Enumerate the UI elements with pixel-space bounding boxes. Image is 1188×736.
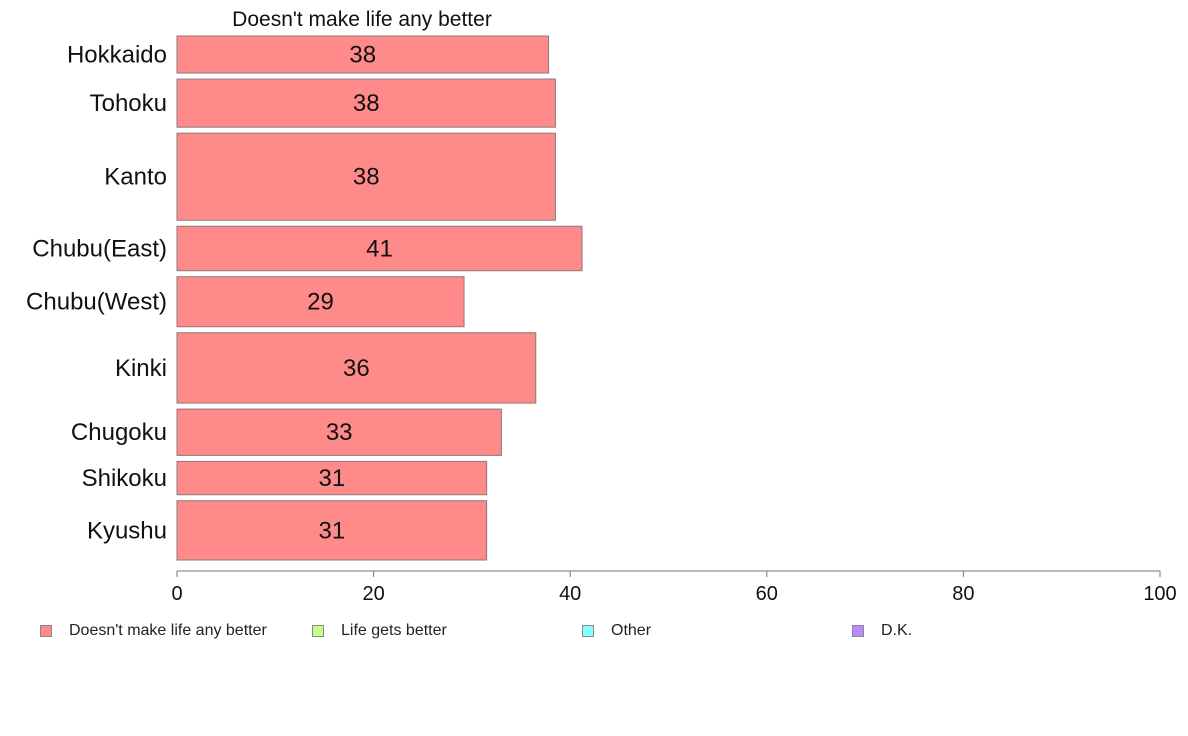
legend-swatch: [852, 625, 864, 637]
bar-tohoku: [176, 78, 556, 128]
bar-chubu-east-: [176, 225, 583, 272]
category-label: Kyushu: [87, 517, 167, 544]
bars-layer: 38 38 38 41 29 36 33 31 31: [176, 35, 583, 561]
data-label: 33: [326, 419, 353, 446]
legend-swatch: [312, 625, 324, 637]
x-tick-label: 60: [756, 583, 778, 605]
legend-label: D.K.: [881, 622, 913, 639]
category-label: Chubu(West): [26, 289, 167, 316]
category-label: Tohoku: [90, 90, 167, 117]
bar-hokkaido: [176, 35, 550, 74]
legend-swatch: [40, 625, 52, 637]
x-tick-label: 80: [952, 583, 974, 605]
bar-chubu-west-: [176, 276, 465, 328]
data-label: 38: [353, 164, 380, 191]
legend-swatch: [582, 625, 594, 637]
category-label: Chugoku: [71, 419, 167, 446]
category-label: Kinki: [115, 355, 167, 382]
x-tick-label: 0: [171, 583, 182, 605]
category-label: Hokkaido: [67, 42, 167, 69]
bar-kyushu: [176, 500, 488, 561]
bar-kinki: [176, 332, 537, 404]
bar-kanto: [176, 132, 556, 221]
chart-title: Doesn't make life any better: [232, 8, 492, 31]
legend-label: Life gets better: [341, 622, 447, 639]
legend-label: Other: [611, 622, 652, 639]
data-label: 38: [349, 42, 376, 69]
legend-item-other: Other: [582, 622, 651, 640]
data-label: 31: [318, 465, 345, 492]
data-label: 36: [343, 355, 370, 382]
x-tick-label: 100: [1143, 583, 1176, 605]
legend-label: Doesn't make life any better: [69, 622, 267, 639]
category-label: Chubu(East): [32, 235, 167, 262]
x-tick-label: 40: [559, 583, 581, 605]
data-label: 41: [366, 235, 393, 262]
x-tick-label: 20: [362, 583, 384, 605]
x-axis: 0 20 40 60 80 100: [171, 570, 1177, 605]
category-label: Kanto: [104, 164, 167, 191]
category-labels: Hokkaido Tohoku Kanto Chubu(East) Chubu(West…: [26, 42, 167, 545]
bar-shikoku: [176, 460, 488, 496]
data-label: 31: [318, 517, 345, 544]
legend: Doesn't make life any better Life gets b…: [0, 622, 1188, 646]
bar-chugoku: [176, 408, 502, 456]
legend-item-dk: D.K.: [852, 622, 912, 640]
legend-item-doesnt-make-life-better: Doesn't make life any better: [40, 622, 267, 640]
data-label: 38: [353, 90, 380, 117]
legend-item-life-gets-better: Life gets better: [312, 622, 447, 640]
data-label: 29: [307, 289, 334, 316]
category-label: Shikoku: [82, 465, 167, 492]
